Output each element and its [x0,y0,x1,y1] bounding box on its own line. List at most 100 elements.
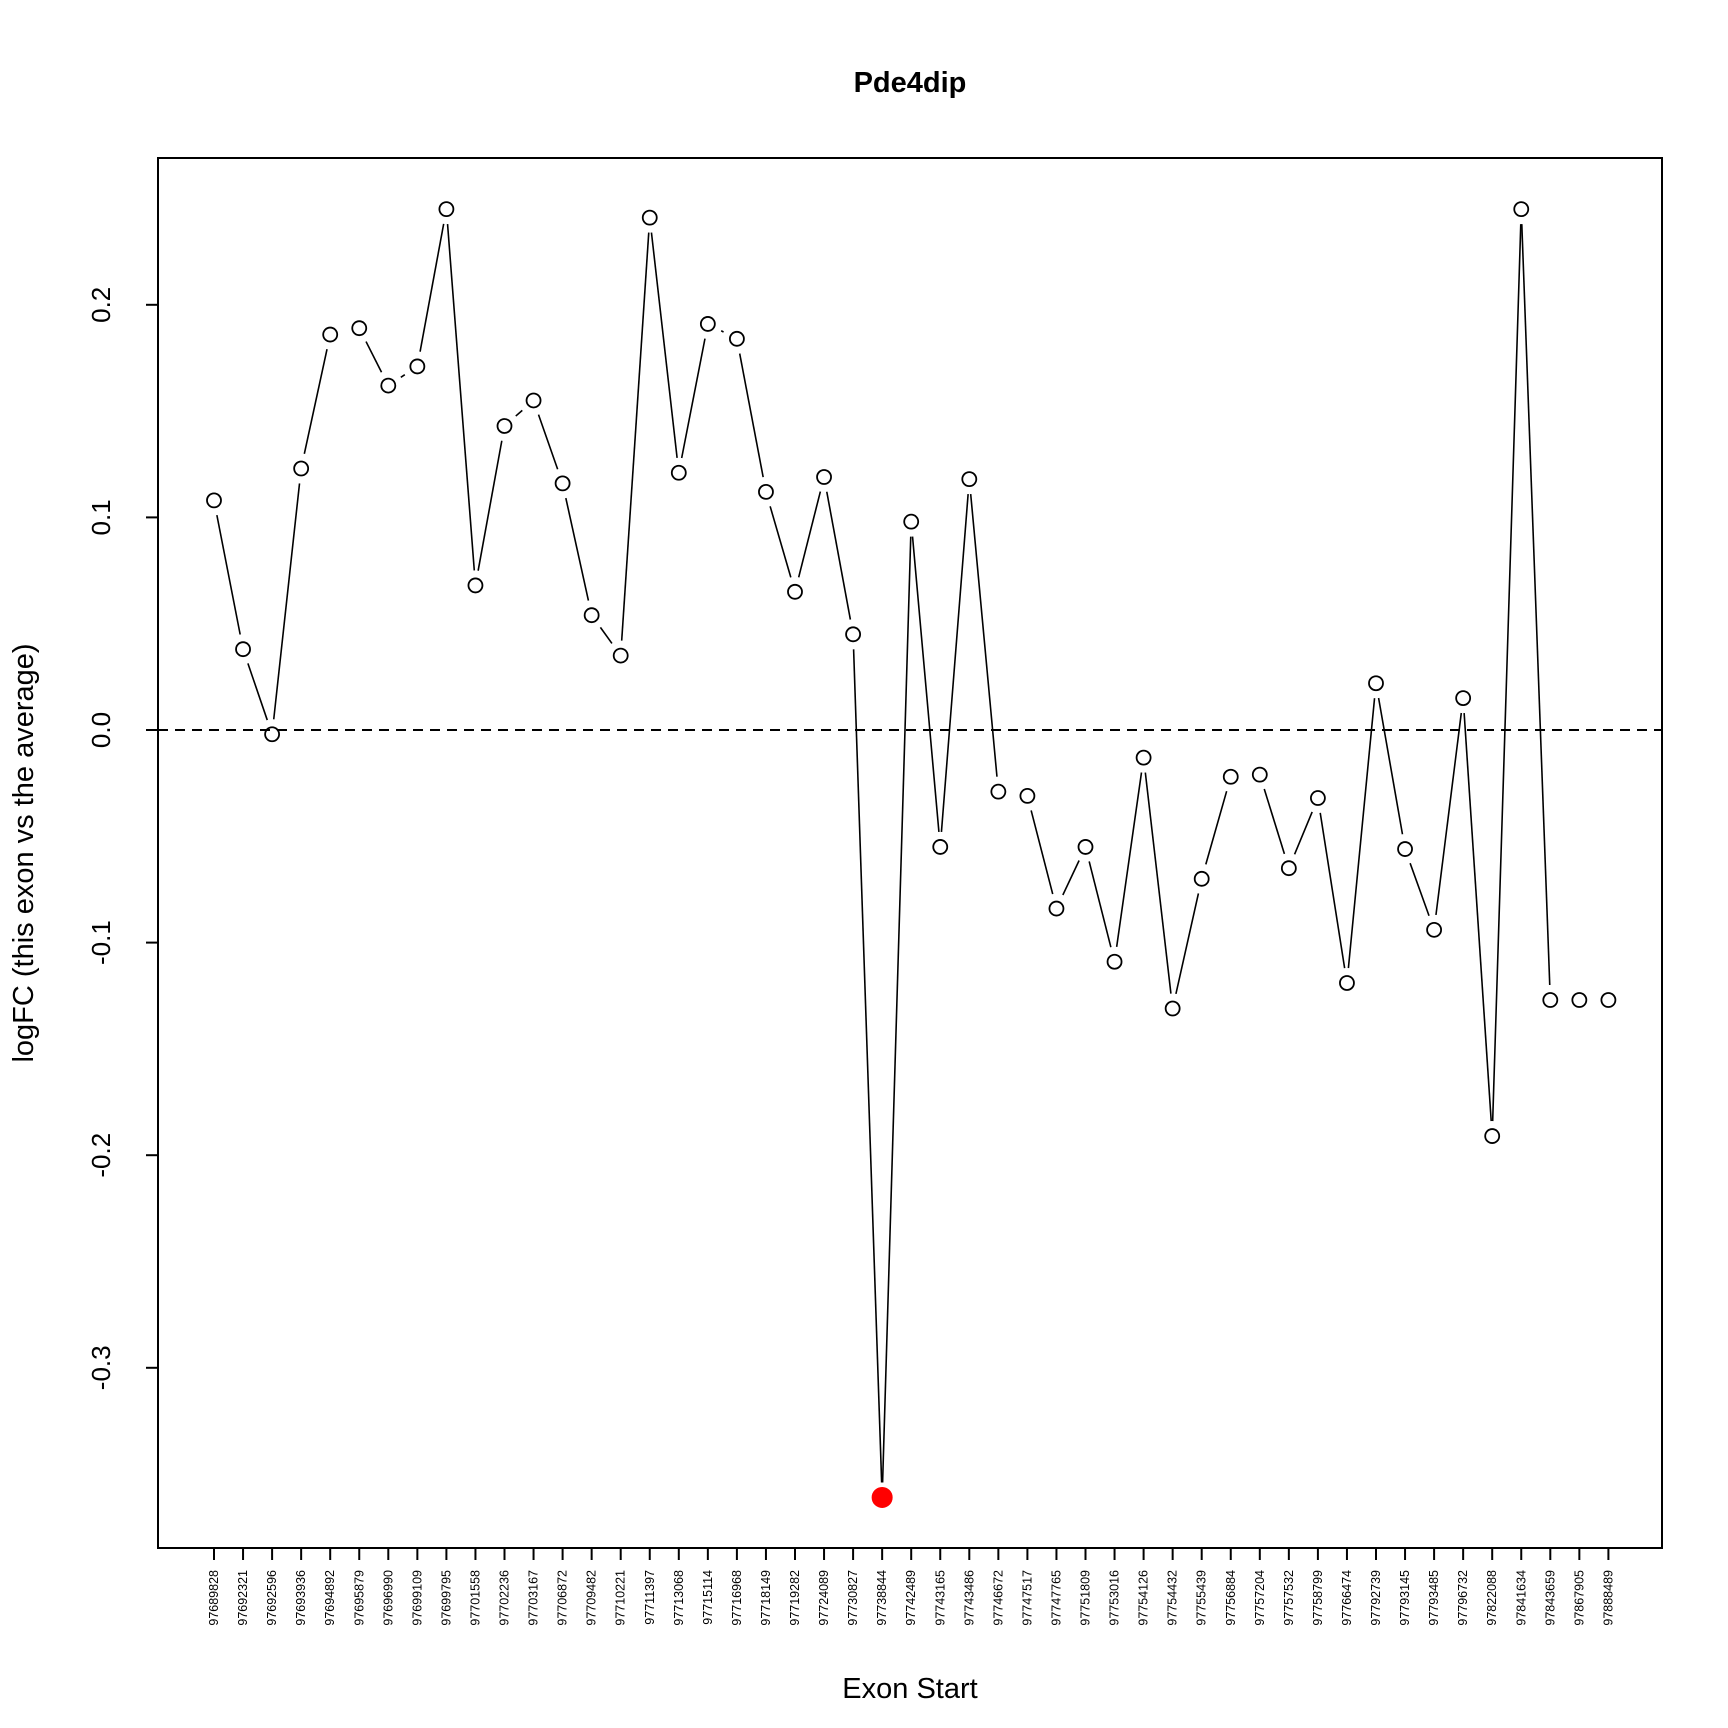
x-tick-label: 97699109 [410,1570,424,1626]
line-segment [1030,810,1054,895]
line-segment [650,232,678,458]
data-point [322,326,339,343]
line-segment [565,497,590,601]
line-segment [797,491,822,578]
line-segment [1409,862,1430,916]
highlighted-data-point [871,1486,893,1508]
x-tick-label: 97716968 [730,1570,744,1626]
y-axis: -0.3 -0.2 -0.1 0.0 0.1 0.2 [86,287,158,1390]
plot-frame [157,157,1663,1549]
x-tick-label: 97753016 [1108,1570,1122,1626]
line-segment [400,374,406,379]
data-line [216,223,1551,1483]
line-segment [769,506,792,578]
data-point [1310,790,1326,806]
y-tick-label: 0.1 [86,499,116,535]
line-segment [1175,893,1200,995]
x-tick-label: 97747517 [1020,1570,1034,1626]
data-point [1280,860,1297,877]
data-point [1600,992,1617,1008]
data-point [380,377,397,394]
data-point [496,418,513,434]
x-tick-label: 97841634 [1514,1570,1528,1626]
line-segment [599,626,613,644]
data-point [1019,788,1036,804]
data-point [1135,749,1152,766]
x-axis: 97689828 97692321 97692596 97693936 97694892… [207,1547,1615,1626]
x-tick-label: 97747765 [1049,1570,1063,1626]
x-axis-label: Exon Start [842,1673,977,1705]
x-tick-label: 97754126 [1137,1570,1151,1626]
y-tick-label: 0.0 [86,712,116,748]
x-tick-label: 97718149 [759,1570,773,1626]
x-tick-label: 97715114 [701,1570,715,1625]
x-tick-label: 97706872 [556,1570,570,1626]
data-point [816,469,832,485]
x-tick-label: 97702236 [498,1570,512,1626]
x-tick-label: 97724089 [817,1570,831,1626]
x-tick-label: 97713068 [672,1570,686,1626]
line-segment [1377,697,1404,835]
line-segment [852,649,883,1483]
data-point [1164,1000,1181,1017]
x-tick-label: 97699795 [439,1570,453,1626]
line-segment [537,414,559,470]
data-point [525,392,542,409]
data-points [206,201,1617,1508]
x-tick-label: 97758799 [1311,1570,1325,1626]
line-segment [419,223,445,352]
line-segment [1115,772,1143,947]
data-point [1397,841,1413,857]
line-segment [1062,860,1080,896]
line-segment [1293,811,1313,855]
data-point [1542,992,1559,1008]
x-tick-label: 97710221 [614,1570,628,1626]
x-tick-label: 97742489 [904,1570,918,1626]
data-point [1484,1128,1501,1144]
line-segment [1205,790,1228,865]
data-point [1251,766,1268,783]
data-point [758,483,774,500]
x-tick-label: 97793485 [1427,1570,1441,1626]
data-point [1048,900,1065,917]
x-tick-label: 97693936 [294,1570,308,1626]
x-tick-label: 97701558 [468,1570,482,1626]
x-tick-label: 97689828 [207,1570,221,1626]
x-tick-label: 97692321 [236,1570,250,1626]
x-tick-label: 97711397 [643,1570,657,1625]
x-tick-label: 97719282 [788,1570,802,1626]
line-segment [940,494,969,833]
data-point [467,577,484,594]
line-segment [1347,698,1376,969]
data-point [699,316,716,332]
x-tick-label: 97793145 [1398,1570,1412,1626]
x-tick-label: 97695879 [352,1570,366,1626]
data-point [641,209,658,226]
data-point [351,320,368,337]
line-segment [1144,772,1172,994]
line-segment [825,491,852,620]
y-tick-label: -0.3 [86,1345,116,1390]
line-segment [303,349,328,455]
data-point [554,475,571,492]
line-segment [1435,712,1463,916]
data-point [903,513,920,530]
chart-title: Pde4dip [854,67,967,99]
x-tick-label: 97756884 [1224,1570,1238,1626]
x-tick-label: 97843659 [1543,1570,1557,1626]
data-point [845,626,861,643]
line-segment [477,440,503,571]
data-point [1193,870,1210,887]
data-point [409,358,426,375]
x-tick-label: 97692596 [265,1570,279,1626]
line-segment [720,330,724,333]
x-tick-label: 97738844 [875,1570,889,1626]
data-point [1368,675,1384,692]
x-tick-label: 97694892 [323,1570,337,1626]
data-point [293,460,310,477]
line-segment [247,663,269,721]
line-segment [1463,713,1493,1122]
x-tick-label: 97796732 [1456,1570,1470,1626]
x-tick-label: 97730827 [846,1570,860,1626]
